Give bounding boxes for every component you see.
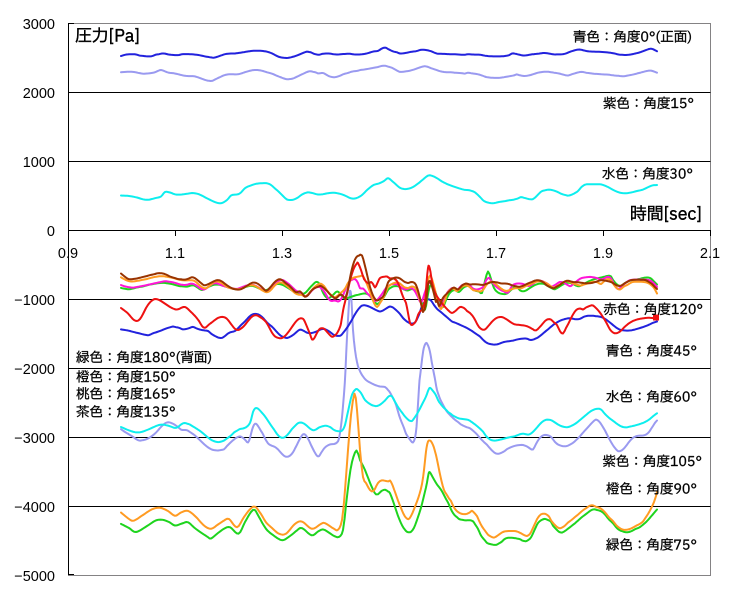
svg-text:−5000: −5000 — [14, 569, 55, 585]
svg-text:1.9: 1.9 — [593, 246, 613, 262]
svg-text:2000: 2000 — [23, 86, 55, 102]
svg-text:1.5: 1.5 — [379, 246, 399, 262]
svg-text:−4000: −4000 — [14, 500, 55, 516]
svg-text:1000: 1000 — [23, 155, 55, 171]
svg-text:−1000: −1000 — [14, 293, 55, 309]
svg-text:1.3: 1.3 — [272, 246, 292, 262]
svg-text:1.7: 1.7 — [486, 246, 506, 262]
svg-text:−3000: −3000 — [14, 431, 55, 447]
svg-text:−2000: −2000 — [14, 362, 55, 378]
svg-text:2.1: 2.1 — [700, 246, 720, 262]
svg-text:0: 0 — [47, 224, 55, 240]
svg-text:3000: 3000 — [23, 17, 55, 33]
svg-text:1.1: 1.1 — [165, 246, 185, 262]
svg-text:0.9: 0.9 — [58, 246, 78, 262]
